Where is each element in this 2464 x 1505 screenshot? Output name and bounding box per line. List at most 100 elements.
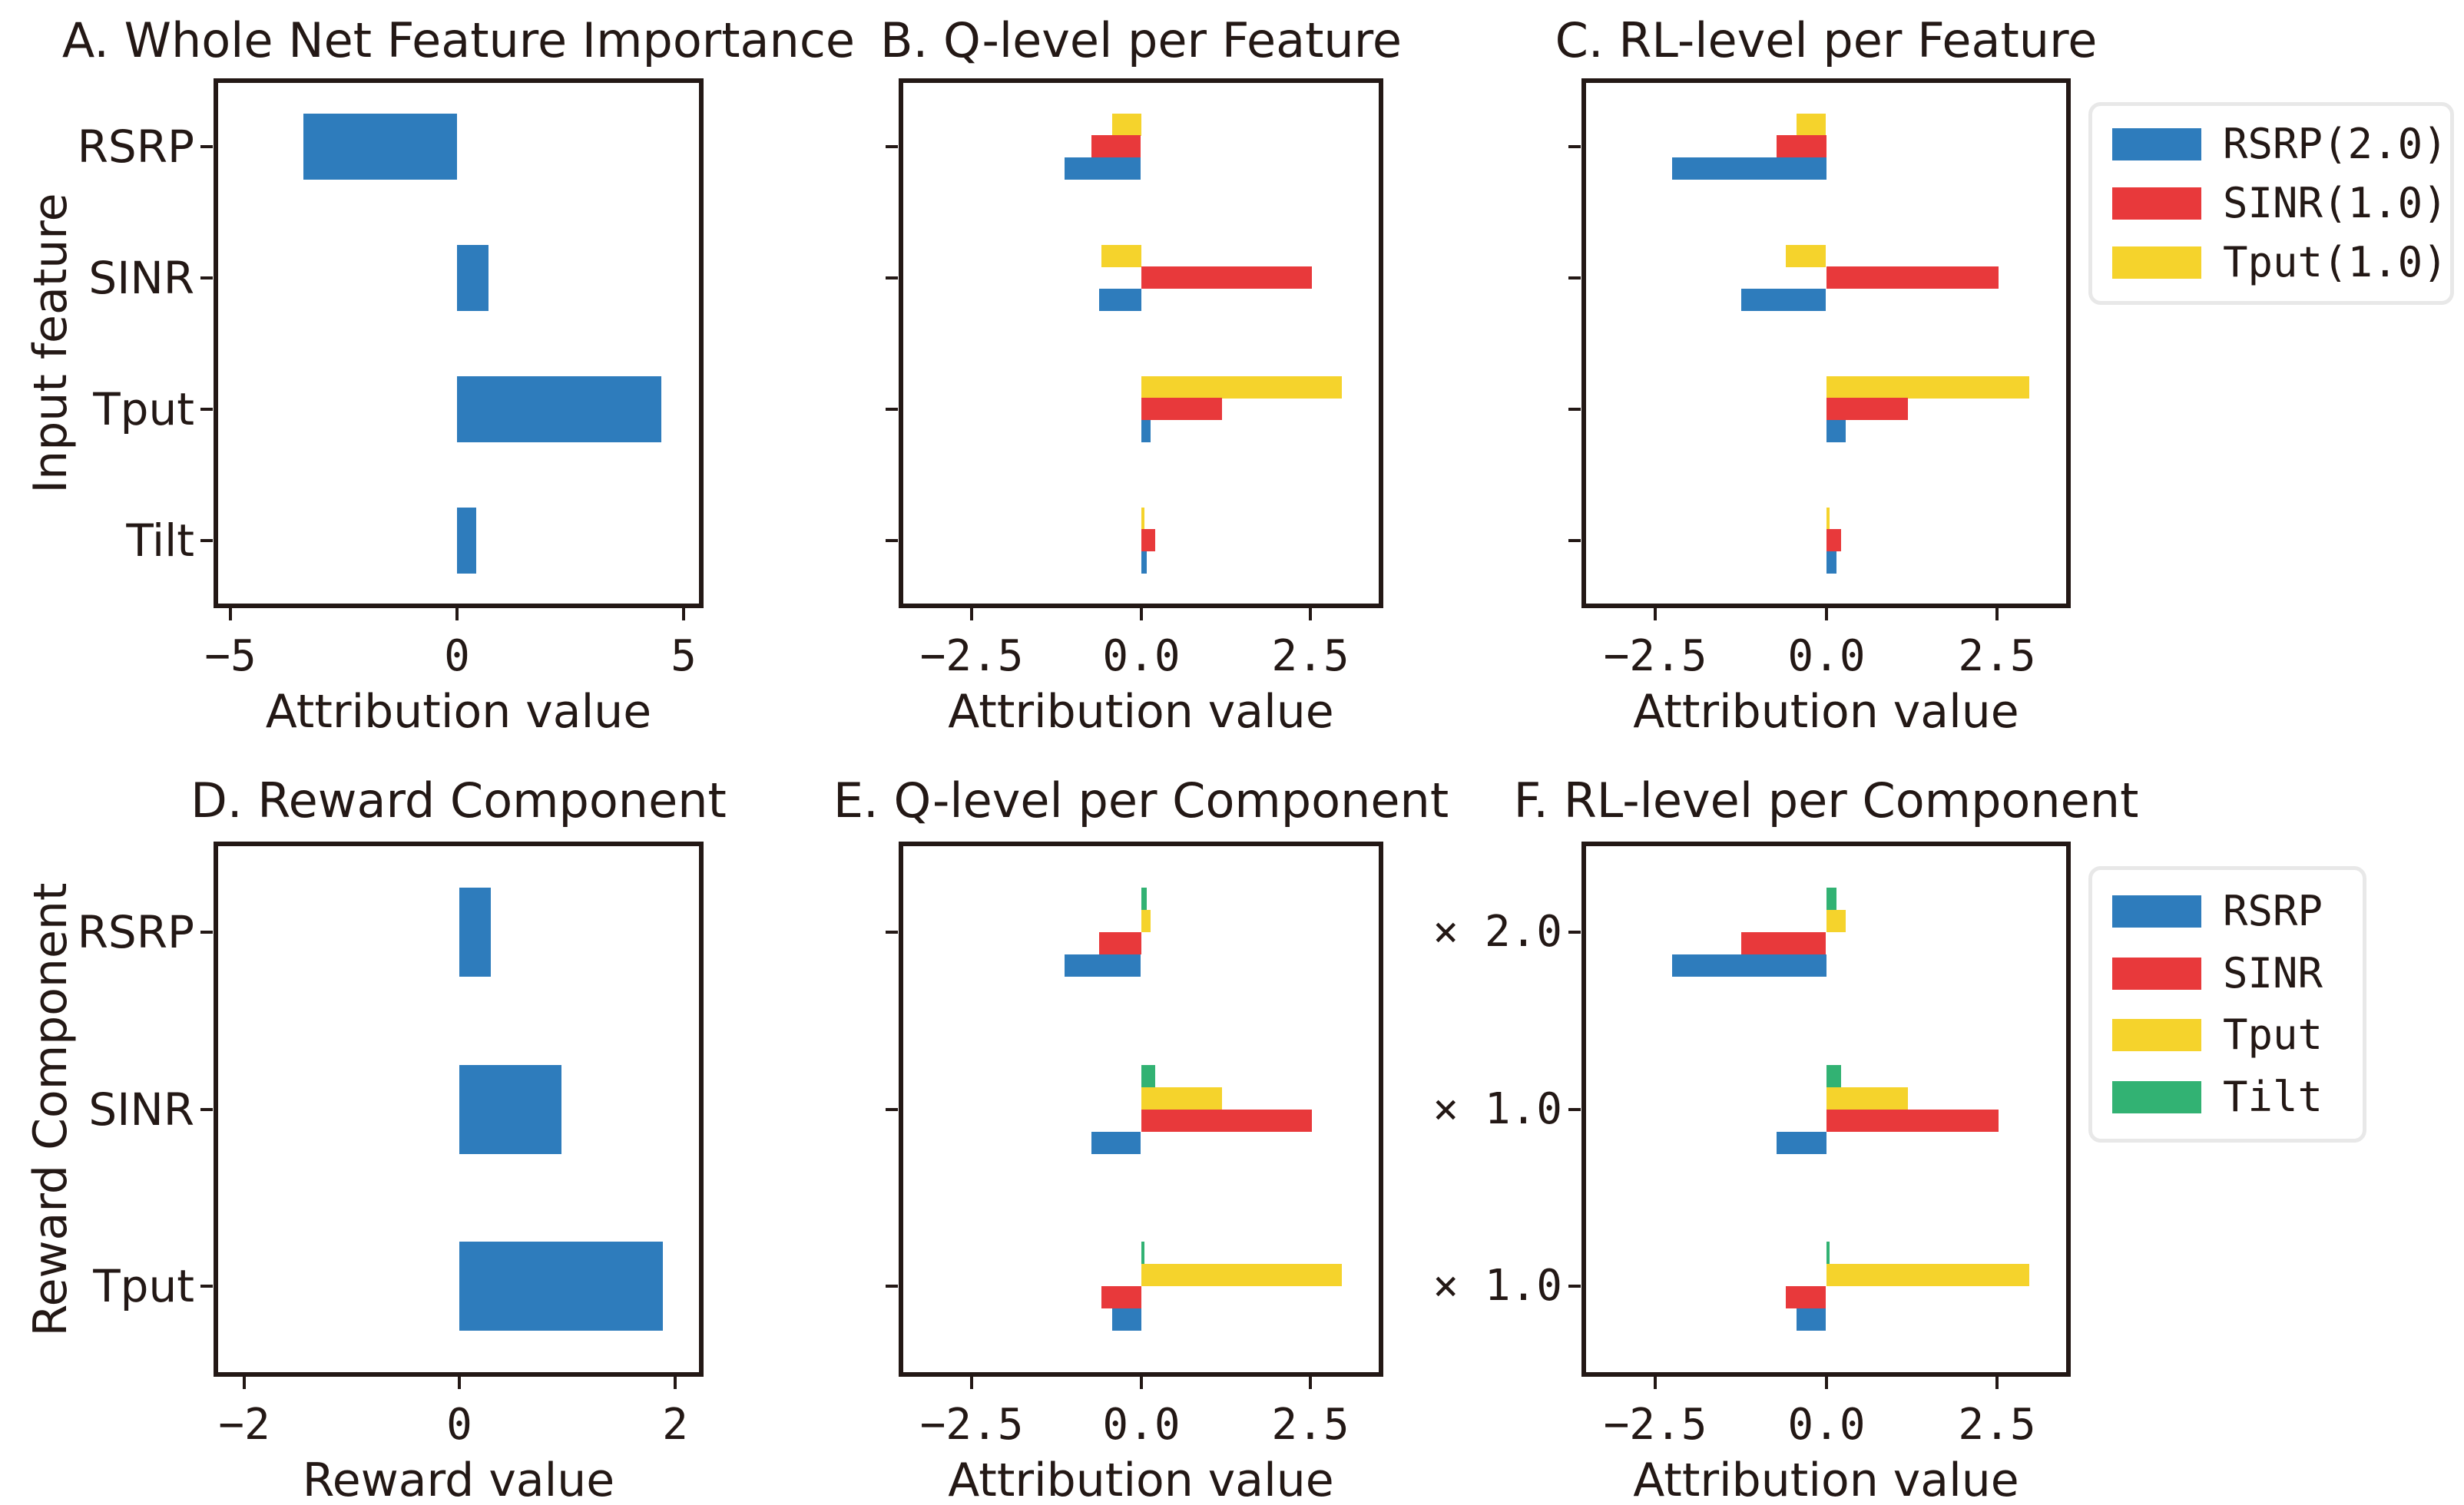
- xtick-mark: [1995, 1377, 1999, 1389]
- bar-b-tilt-rsrp-2-0-: [1141, 551, 1147, 574]
- category-label-tput: Tput: [93, 382, 194, 435]
- bar-e-sinr-sinr: [1141, 1110, 1312, 1132]
- panel-D-xaxis-label: Reward value: [302, 1454, 615, 1505]
- bar-f-rsrp-tilt: [1826, 888, 1836, 910]
- panel-E-xaxis-label: Attribution value: [948, 1454, 1334, 1505]
- bar-e-tput-rsrp: [1112, 1308, 1141, 1331]
- xtick-label: −2.5: [1603, 1400, 1707, 1450]
- ytick-mark: [200, 1285, 213, 1288]
- bar-a-sinr: [457, 245, 488, 311]
- xtick-label: 2: [662, 1400, 688, 1450]
- xtick-label: 0.0: [1787, 1400, 1866, 1450]
- bar-e-tput-tilt: [1141, 1242, 1144, 1264]
- bar-b-rsrp-rsrp-2-0-: [1065, 157, 1141, 180]
- plot-frame-A: [214, 78, 704, 608]
- ytick-mark: [1568, 408, 1581, 411]
- category-label-rsrp: RSRP: [77, 906, 194, 959]
- legend-label: Tput: [2223, 1011, 2323, 1060]
- xtick-mark: [674, 1377, 677, 1389]
- legend-swatch-rsrp-icon: [2112, 128, 2201, 160]
- bar-b-sinr-rsrp-2-0-: [1099, 289, 1141, 311]
- xtick-mark: [682, 608, 685, 620]
- bar-e-sinr-rsrp: [1091, 1132, 1141, 1154]
- xtick-mark: [1654, 1377, 1657, 1389]
- ytick-weight-label: × 2.0: [1432, 907, 1562, 958]
- ytick-mark: [886, 1108, 898, 1111]
- xtick-label: 2.5: [1271, 631, 1350, 681]
- bar-c-tput-sinr-1-0-: [1826, 398, 1908, 420]
- xtick-mark: [1825, 1377, 1828, 1389]
- ytick-mark: [886, 931, 898, 934]
- panel-F-xaxis-label: Attribution value: [1633, 1454, 2019, 1505]
- legend-swatch-sinr-icon: [2112, 957, 2201, 990]
- legend-swatch-tput-icon: [2112, 1019, 2201, 1052]
- bar-b-tilt-tput-1-0-: [1141, 508, 1144, 530]
- bar-c-sinr-tput-1-0-: [1786, 245, 1826, 267]
- panel-D-title: D. Reward Component: [190, 772, 727, 829]
- legend-item-tilt: Tilt: [2112, 1077, 2363, 1118]
- legend-label: SINR(1.0): [2223, 179, 2448, 227]
- plot-frame-E: [899, 842, 1383, 1377]
- ytick-mark: [1568, 1285, 1581, 1288]
- bar-b-tilt-sinr-1-0-: [1141, 529, 1155, 551]
- bar-c-tilt-tput-1-0-: [1826, 508, 1830, 530]
- xtick-label: −2.5: [919, 631, 1024, 681]
- ytick-mark: [1568, 539, 1581, 542]
- panel-D-yaxis-label: Reward Component: [24, 882, 78, 1336]
- xtick-label: 2.5: [1271, 1400, 1350, 1450]
- plot-frame-D: [214, 842, 704, 1377]
- bar-e-rsrp-tilt: [1141, 888, 1147, 910]
- ytick-mark: [1568, 145, 1581, 148]
- ytick-mark: [1568, 276, 1581, 280]
- legend-weighted-q-heads: RSRP(2.0) SINR(1.0) Tput(1.0): [2088, 102, 2454, 305]
- xtick-mark: [1825, 608, 1828, 620]
- bar-b-tput-sinr-1-0-: [1141, 398, 1222, 420]
- legend-label: Tilt: [2223, 1073, 2323, 1122]
- ytick-mark: [200, 1108, 213, 1111]
- legend-label: RSRP: [2223, 886, 2323, 935]
- xtick-label: 2.5: [1958, 1400, 2036, 1450]
- ytick-mark: [200, 276, 213, 280]
- bar-b-tput-tput-1-0-: [1141, 376, 1342, 399]
- category-label-sinr: SINR: [88, 251, 194, 304]
- bar-d-tput: [459, 1242, 663, 1331]
- panel-A-yaxis-label: Input feature: [24, 193, 78, 494]
- ytick-mark: [886, 145, 898, 148]
- legend-swatch-tilt-icon: [2112, 1081, 2201, 1114]
- xtick-mark: [1995, 608, 1999, 620]
- bar-c-tilt-sinr-1-0-: [1826, 529, 1841, 551]
- bar-f-tput-tput: [1826, 1264, 2029, 1286]
- bar-f-sinr-sinr: [1826, 1110, 1999, 1132]
- xtick-label: −2.5: [919, 1400, 1024, 1450]
- xtick-label: 0.0: [1102, 1400, 1181, 1450]
- ytick-mark: [1568, 1108, 1581, 1111]
- plot-frame-B: [899, 78, 1383, 608]
- bar-b-rsrp-tput-1-0-: [1112, 114, 1141, 136]
- ytick-mark: [200, 145, 213, 148]
- category-label-tilt: Tilt: [126, 514, 194, 567]
- xtick-label: 0: [446, 1400, 472, 1450]
- bar-b-tput-rsrp-2-0-: [1141, 420, 1151, 442]
- xtick-label: 0.0: [1787, 631, 1866, 681]
- bar-c-rsrp-sinr-1-0-: [1777, 135, 1826, 157]
- bar-c-rsrp-rsrp-2-0-: [1672, 157, 1826, 180]
- bar-a-tput: [457, 376, 661, 442]
- bar-c-sinr-rsrp-2-0-: [1741, 289, 1826, 311]
- xtick-mark: [243, 1377, 246, 1389]
- xtick-label: −2: [218, 1400, 270, 1450]
- bar-f-sinr-rsrp: [1777, 1132, 1826, 1154]
- xtick-mark: [455, 608, 459, 620]
- legend-item-tput-1-0: Tput(1.0): [2112, 242, 2450, 283]
- ytick-mark: [886, 539, 898, 542]
- xtick-label: −5: [204, 631, 257, 681]
- plot-frame-F: [1581, 842, 2071, 1377]
- bar-f-sinr-tilt: [1826, 1065, 1841, 1087]
- bar-c-tilt-rsrp-2-0-: [1826, 551, 1836, 574]
- bar-f-rsrp-rsrp: [1672, 954, 1826, 977]
- ytick-mark: [886, 1285, 898, 1288]
- bar-e-rsrp-tput: [1141, 910, 1151, 932]
- xtick-label: 0: [444, 631, 470, 681]
- xtick-mark: [970, 1377, 973, 1389]
- legend-item-tput: Tput: [2112, 1014, 2363, 1056]
